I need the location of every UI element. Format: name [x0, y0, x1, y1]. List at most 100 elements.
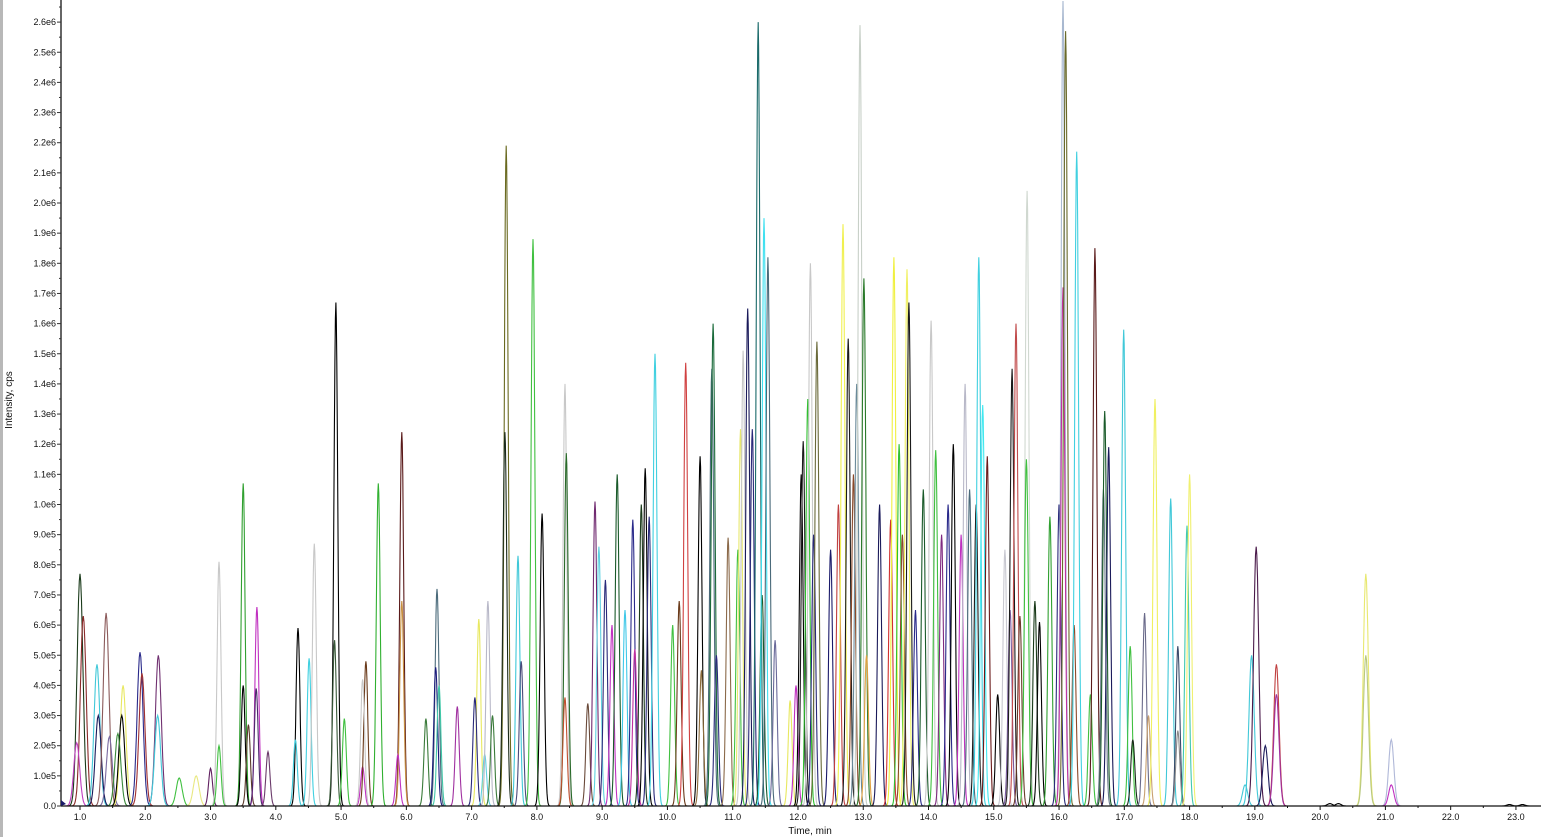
peak-trace	[704, 323, 723, 807]
peak-trace	[210, 743, 228, 807]
y-tick-label: 2.1e6	[33, 168, 56, 178]
y-tick-label: 4.0e5	[33, 680, 56, 690]
y-tick-label: 2.5e6	[33, 47, 56, 57]
y-tick-label: 1.3e6	[33, 409, 56, 419]
peak-trace	[1379, 784, 1403, 807]
peak-trace	[973, 404, 992, 807]
y-tick-label: 1.4e6	[33, 379, 56, 389]
peak-trace	[603, 625, 621, 807]
peak-trace	[1180, 474, 1199, 807]
peak-trace	[556, 697, 574, 807]
peak-trace	[533, 513, 551, 807]
y-tick-label: 5.0e5	[33, 650, 56, 660]
peak-trace	[393, 600, 411, 807]
y-tick-label: 2.6e6	[33, 17, 56, 27]
y-tick-label: 2.3e6	[33, 108, 56, 118]
peak-trace	[144, 713, 171, 807]
peak-trace	[109, 685, 137, 807]
peak-trace	[1050, 504, 1068, 807]
peak-trace	[926, 450, 945, 807]
peak-trace	[794, 441, 812, 807]
peak-trace	[1139, 715, 1158, 807]
peak-trace	[96, 735, 123, 807]
peak-trace	[1264, 664, 1289, 807]
peak-trace	[636, 468, 654, 807]
peak-trace	[969, 257, 988, 807]
x-tick-label: 18.0	[1181, 812, 1199, 822]
peak-trace	[753, 594, 771, 807]
peak-trace	[847, 383, 866, 807]
peak-trace	[83, 664, 111, 807]
y-tick-label: 1.2e6	[33, 439, 56, 449]
peak-trace	[616, 609, 634, 807]
peak-trace	[1030, 622, 1049, 807]
peak-trace	[1264, 694, 1289, 807]
peak-trace	[234, 685, 252, 807]
x-tick-label: 5.0	[335, 812, 348, 822]
peak-trace	[479, 600, 497, 807]
peak-trace	[1146, 398, 1164, 807]
y-tick-label: 0.0	[43, 801, 56, 811]
peak-trace	[1085, 248, 1104, 807]
x-tick-label: 23.0	[1507, 812, 1525, 822]
peak-trace	[738, 308, 757, 807]
peak-trace	[766, 640, 784, 807]
peak-trace	[922, 320, 941, 807]
y-tick-label: 1.0e5	[33, 771, 56, 781]
peak-trace	[1067, 151, 1086, 807]
peak-trace	[128, 673, 156, 807]
y-tick-label: 2.0e5	[33, 741, 56, 751]
peak-trace	[884, 257, 903, 807]
peak-trace	[804, 534, 823, 807]
x-tick-label: 13.0	[854, 812, 872, 822]
x-tick-label: 20.0	[1311, 812, 1329, 822]
y-tick-label: 9.0e5	[33, 530, 56, 540]
peak-trace	[1135, 612, 1154, 807]
peak-trace	[428, 588, 446, 807]
x-tick-label: 7.0	[465, 812, 478, 822]
peak-trace	[1161, 498, 1180, 807]
peak-trace	[70, 616, 97, 807]
peak-trace	[1169, 730, 1187, 807]
peak-trace	[586, 501, 604, 807]
peak-trace	[305, 543, 324, 807]
x-tick-label: 9.0	[596, 812, 609, 822]
peak-trace	[626, 649, 644, 807]
peak-trace	[939, 504, 957, 807]
x-tick-label: 22.0	[1442, 812, 1460, 822]
peak-trace	[1354, 573, 1378, 807]
x-tick-label: 8.0	[531, 812, 544, 822]
peak-trace	[166, 777, 193, 807]
y-tick-label: 1.0e6	[33, 500, 56, 510]
x-tick-label: 10.0	[659, 812, 677, 822]
y-tick-label: 1.7e6	[33, 288, 56, 298]
peak-trace	[646, 353, 664, 807]
peak-trace	[1354, 655, 1378, 807]
x-tick-label: 21.0	[1377, 812, 1395, 822]
y-tick-label: 1.1e6	[33, 469, 56, 479]
peak-trace	[870, 504, 889, 807]
peak-trace	[1095, 410, 1114, 807]
x-tick-label: 11.0	[724, 812, 741, 822]
peak-trace	[325, 640, 344, 807]
peak-trace	[749, 22, 768, 807]
peak-trace	[63, 741, 90, 807]
peak-trace	[326, 302, 345, 807]
peak-trace	[906, 609, 925, 807]
peak-trace	[960, 489, 979, 807]
y-tick-label: 2.4e6	[33, 77, 56, 87]
peak-traces	[63, 0, 1535, 807]
x-tick-label: 15.0	[985, 812, 1003, 822]
y-tick-label: 1.5e6	[33, 349, 56, 359]
peak-trace	[1121, 646, 1139, 807]
peak-trace	[448, 706, 467, 807]
peak-trace	[829, 504, 848, 807]
peak-trace	[640, 516, 658, 807]
peak-trace	[234, 483, 252, 807]
peak-trace	[632, 504, 651, 807]
peak-trace	[430, 685, 448, 807]
peak-trace	[952, 534, 970, 807]
peak-trace	[524, 239, 542, 807]
peak-trace	[792, 474, 810, 807]
